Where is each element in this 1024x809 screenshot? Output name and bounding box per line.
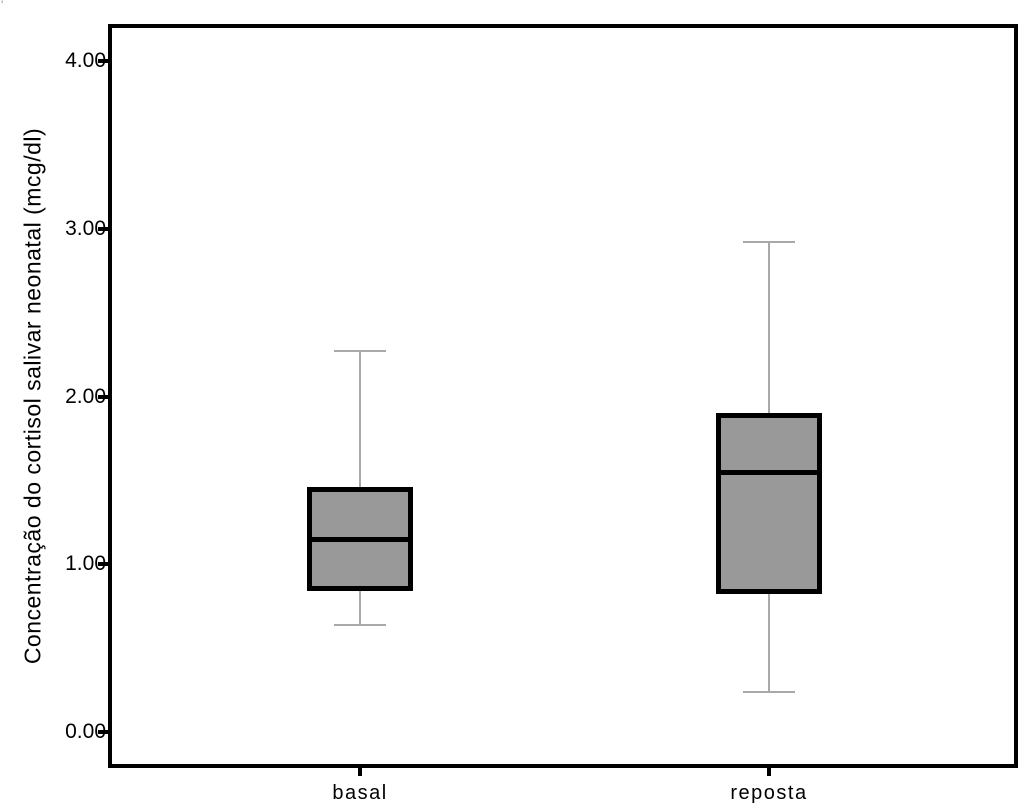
x-tick-mark: [358, 764, 362, 776]
median-line-reposta: [716, 469, 822, 475]
y-tick-mark: [98, 59, 108, 63]
y-tick-label: 2.00: [65, 384, 106, 408]
y-tick-mark: [98, 226, 108, 231]
y-tick-label: 4.00: [65, 49, 106, 72]
whisker-lower-line: [768, 594, 770, 692]
y-tick-label: 0.00: [65, 720, 106, 743]
whisker-cap-lower: [743, 690, 795, 693]
median-line-basal: [307, 537, 413, 543]
whisker-cap-upper: [334, 350, 386, 353]
y-tick-label: 1.00: [65, 552, 106, 576]
y-tick-mark: [98, 730, 108, 734]
box-reposta: [716, 413, 822, 595]
y-tick-label: 3.00: [65, 216, 106, 240]
y-tick-mark: [98, 562, 108, 567]
whisker-cap-upper: [743, 241, 795, 244]
plot-area: [108, 24, 1018, 768]
y-tick-mark: [98, 394, 108, 399]
whisker-upper-line: [768, 242, 770, 414]
whisker-upper-line: [359, 351, 361, 488]
category-label-reposta: reposta: [730, 782, 808, 804]
stray-mark: ': [1, 0, 4, 12]
whisker-lower-line: [359, 591, 361, 625]
category-label-basal: basal: [332, 782, 388, 804]
whisker-cap-lower: [334, 623, 386, 626]
x-tick-mark: [767, 764, 771, 776]
